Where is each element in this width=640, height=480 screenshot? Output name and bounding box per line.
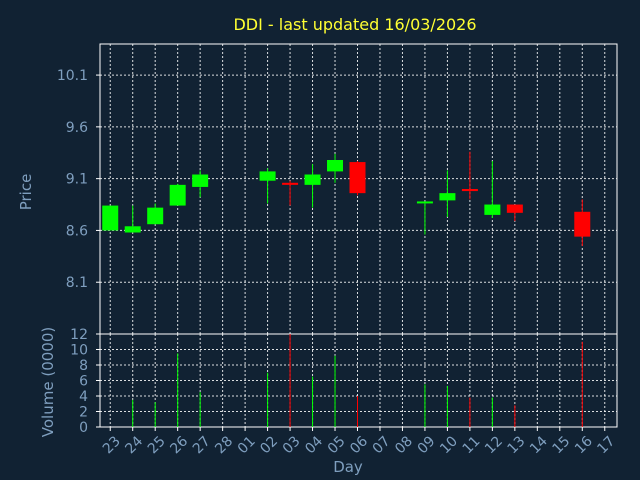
candle-body: [124, 226, 141, 233]
candle-body: [416, 201, 433, 204]
x-tick-label: 17: [594, 433, 618, 457]
x-axis-label: Day: [333, 458, 363, 476]
x-tick-label: 28: [212, 433, 236, 457]
volume-panel: 0246810122324252627280102030405060708091…: [70, 327, 618, 457]
x-tick-label: 15: [549, 433, 573, 457]
x-tick-label: 26: [167, 433, 191, 457]
price-tick-label: 8.6: [66, 223, 88, 239]
volume-axis-label: Volume (0000): [39, 327, 57, 437]
candle-body: [327, 160, 344, 172]
price-axis-label: Price: [17, 174, 35, 211]
price-panel: 8.1 8.6 9.1 9.6 10.1: [57, 43, 618, 335]
x-tick-label: 24: [122, 433, 146, 457]
x-tick-label: 05: [325, 433, 349, 457]
x-tick-label: 07: [370, 433, 394, 457]
x-tick-label: 16: [572, 433, 596, 457]
volume-tick-label: 10: [70, 343, 88, 359]
candle-body: [574, 211, 591, 237]
volume-tick-label: 0: [79, 420, 88, 436]
x-tick-label: 06: [347, 433, 371, 457]
volume-tick-label: 8: [79, 358, 88, 374]
candle-body: [169, 184, 186, 206]
price-tick-label: 9.6: [66, 120, 88, 136]
candle-body: [147, 207, 164, 225]
x-tick-label: 08: [392, 433, 416, 457]
volume-tick-label: 2: [79, 405, 88, 421]
x-tick-label: 11: [460, 433, 484, 457]
chart-title: DDI - last updated 16/03/2026: [233, 15, 476, 34]
candle-body: [282, 182, 299, 185]
x-tick-label: 02: [257, 433, 281, 457]
x-tick-label: 03: [280, 433, 304, 457]
price-tick-label: 8.1: [66, 275, 88, 291]
candle-body: [304, 174, 321, 185]
x-tick-label: 01: [235, 433, 259, 457]
price-tick-label: 10.1: [57, 68, 88, 84]
x-tick-label: 10: [437, 433, 461, 457]
x-tick-label: 14: [527, 433, 551, 457]
candle-body: [259, 171, 276, 181]
x-tick-label: 23: [100, 433, 124, 457]
candle-body: [192, 174, 209, 187]
x-tick-label: 12: [482, 433, 506, 457]
candle-body: [349, 162, 366, 194]
candle-body: [461, 189, 478, 192]
x-tick-label: 04: [302, 433, 326, 457]
candle-body: [484, 204, 501, 215]
candle-body: [102, 205, 119, 231]
x-tick-label: 27: [190, 433, 214, 457]
volume-tick-label: 4: [79, 389, 88, 405]
x-tick-label: 25: [145, 433, 169, 457]
volume-tick-label: 12: [70, 327, 88, 343]
volume-tick-label: 6: [79, 374, 88, 390]
x-tick-label: 09: [415, 433, 439, 457]
x-tick-label: 13: [505, 433, 529, 457]
candle-body: [506, 204, 523, 213]
candle-body: [439, 193, 456, 201]
price-tick-label: 9.1: [66, 172, 88, 188]
